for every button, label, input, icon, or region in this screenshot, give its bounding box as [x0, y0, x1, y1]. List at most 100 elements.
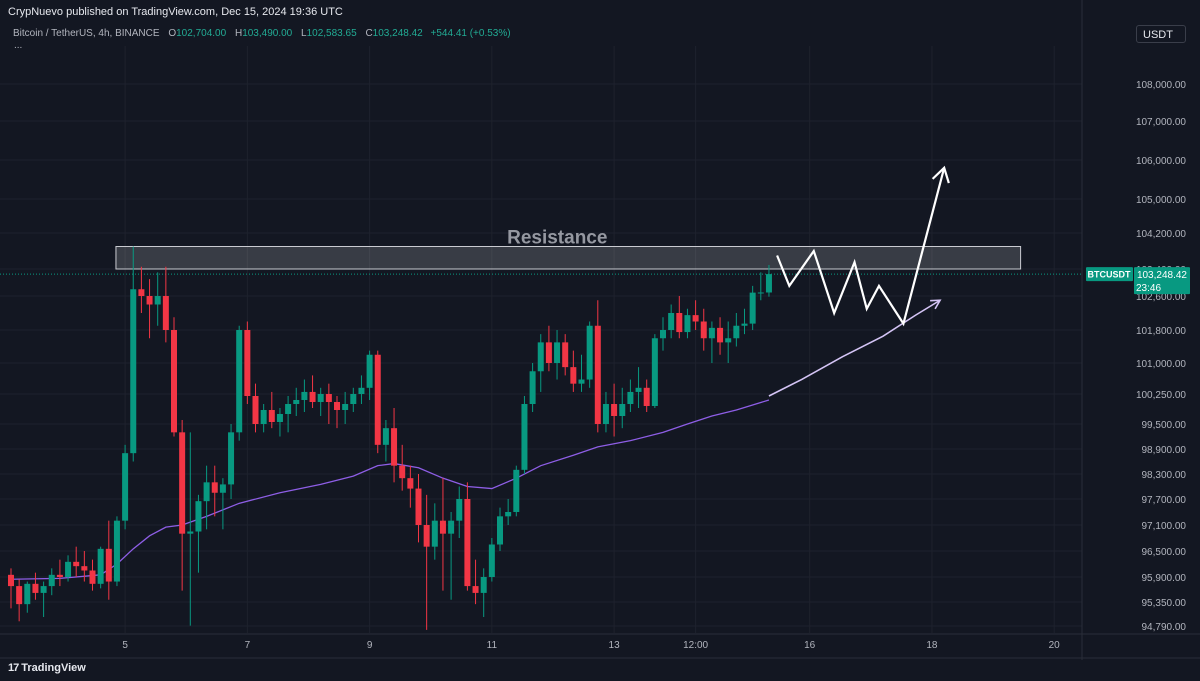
candle [594, 300, 601, 433]
candle [374, 350, 381, 454]
time-tick-label: 12:00 [683, 640, 708, 651]
candle-body [48, 574, 55, 587]
candle [138, 266, 145, 313]
candle-body [260, 410, 267, 424]
candle-body [130, 289, 137, 454]
more-indicators[interactable]: ... [14, 40, 23, 51]
candle-body [350, 394, 357, 404]
price-tick-label: 97,700.00 [1142, 495, 1187, 506]
candle [228, 424, 235, 499]
symbol-name[interactable]: Bitcoin / TetherUS, 4h, BINANCE [13, 28, 160, 39]
candle [602, 391, 609, 433]
candle [611, 383, 618, 437]
candle [529, 363, 536, 412]
candle [89, 559, 96, 591]
candle-body [717, 327, 724, 343]
resistance-zone[interactable]: Resistance [115, 228, 1022, 270]
candle-body [464, 499, 471, 587]
current-price-tag: BTCUSDT 103,248.42 23:46 [1086, 267, 1190, 295]
candle [236, 325, 243, 441]
candle [122, 444, 129, 530]
candle [733, 313, 740, 347]
candle [73, 546, 80, 577]
open-label: O [168, 28, 177, 39]
candle [285, 396, 292, 433]
candle [439, 478, 446, 591]
tradingview-brand: TradingView [21, 662, 86, 674]
candle-body [399, 465, 406, 479]
candle [219, 478, 226, 530]
candle-body [97, 548, 104, 584]
candle [456, 486, 463, 538]
candle [97, 546, 104, 589]
price-tick-label: 100,250.00 [1136, 390, 1186, 401]
time-tick-label: 11 [487, 640, 498, 651]
candle-body [16, 586, 23, 605]
candle-body [81, 566, 88, 571]
candle-body [643, 387, 650, 406]
candle [570, 350, 577, 392]
price-axis[interactable]: 108,000.00 107,000.00 106,000.00 105,000.00… [1081, 0, 1200, 660]
candle-body [301, 391, 308, 400]
candle [717, 317, 724, 355]
candle-body [545, 342, 552, 363]
price-tick-label: 101,800.00 [1136, 326, 1186, 337]
candle-body [431, 520, 438, 547]
candle [317, 387, 324, 416]
candle-body [602, 404, 609, 424]
candle [366, 350, 373, 400]
candle [171, 317, 177, 437]
candle [162, 266, 169, 343]
candle [325, 383, 332, 424]
candle [334, 396, 340, 429]
candle-body [407, 478, 414, 489]
candle [40, 581, 47, 617]
candle [562, 334, 569, 376]
candle-body [594, 325, 601, 424]
candle [211, 465, 218, 517]
candle [480, 568, 487, 617]
candle [244, 321, 251, 404]
time-tick-label: 9 [367, 640, 373, 651]
candle-body [480, 577, 487, 593]
candle-body [285, 404, 292, 414]
candle-body [171, 330, 177, 433]
candle [301, 379, 308, 412]
candle-body [309, 391, 316, 402]
candle-body [627, 391, 634, 404]
time-tick-label: 20 [1049, 640, 1061, 651]
candle-body [252, 396, 259, 424]
candle-body [244, 330, 251, 396]
candle-body [488, 544, 495, 577]
price-tag-countdown: 23:46 [1136, 283, 1161, 294]
candle-body [660, 330, 666, 339]
price-tick-label: 96,500.00 [1142, 547, 1187, 558]
candle [16, 579, 23, 622]
candle-body [105, 548, 112, 582]
candle-body [529, 371, 536, 404]
candle-body [554, 342, 561, 363]
price-tick-label: 105,000.00 [1136, 195, 1186, 206]
candle-body [765, 274, 772, 293]
time-axis[interactable]: 5 7 9 11 13 12:00 16 18 20 [0, 633, 1200, 659]
candle [765, 264, 772, 297]
candle-body [668, 313, 675, 330]
price-tag-bg [1134, 267, 1190, 295]
candle-body [562, 342, 569, 368]
candle [48, 568, 55, 596]
tradingview-logo[interactable]: 17 TradingView [8, 662, 86, 674]
price-tick-label: 95,350.00 [1142, 598, 1187, 609]
candle [651, 334, 658, 408]
price-tick-label: 107,000.00 [1136, 117, 1186, 128]
price-axis-bg [1082, 46, 1200, 660]
time-tick-label: 7 [245, 640, 251, 651]
time-tick-label: 13 [609, 640, 621, 651]
currency-button[interactable]: USDT [1136, 25, 1186, 43]
candle-body [749, 292, 756, 324]
candle [692, 300, 699, 330]
candle-body [537, 342, 544, 372]
candle-body [456, 499, 463, 521]
candle [448, 512, 455, 600]
projection-path[interactable] [776, 165, 950, 327]
